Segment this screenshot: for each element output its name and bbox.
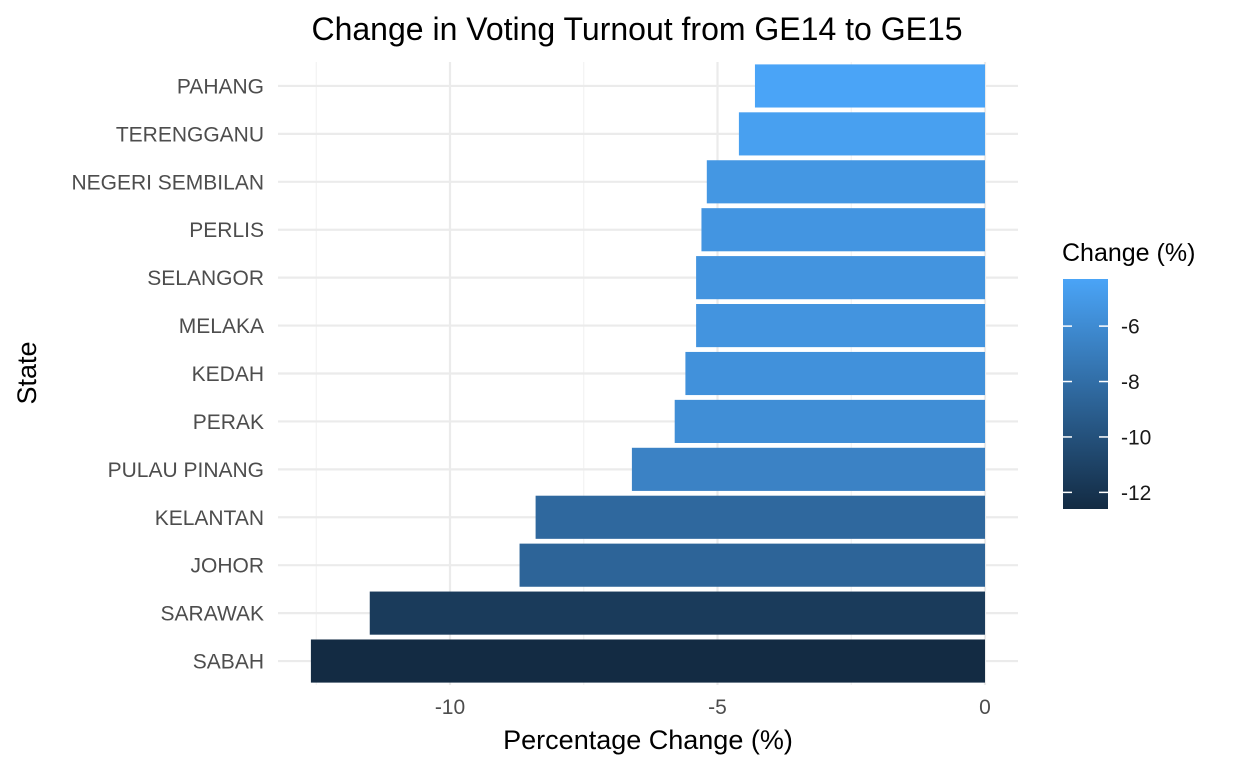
legend-tick-label: -6	[1121, 316, 1140, 339]
bar-perak	[674, 399, 985, 443]
y-axis-title: State	[12, 341, 42, 404]
x-tick-label: 0	[979, 696, 991, 719]
bar-kedah	[685, 351, 985, 396]
legend-tick-label: -10	[1121, 426, 1151, 449]
y-tick-label: KEDAH	[192, 363, 264, 386]
y-tick-label: SABAH	[193, 651, 264, 674]
y-axis-tick-labels: PAHANG TERENGGANU NEGERI SEMBILAN PERLIS SEL…	[71, 75, 264, 673]
legend-ticks: -6 -8 -10 -12	[1063, 316, 1151, 505]
y-tick-label: PERLIS	[189, 219, 264, 242]
y-tick-label: PERAK	[193, 411, 264, 434]
legend-colorbar	[1063, 279, 1108, 509]
legend-title: Change (%)	[1062, 239, 1195, 267]
bar-terengganu	[738, 112, 985, 156]
chart-title: Change in Voting Turnout from GE14 to GE…	[311, 11, 962, 47]
plot-area	[278, 62, 1018, 685]
bar-negeri-sembilan	[706, 160, 985, 204]
bar-sarawak	[369, 591, 985, 635]
x-tick-label: -5	[708, 696, 727, 719]
x-axis-title: Percentage Change (%)	[503, 725, 793, 755]
x-tick-label: -10	[435, 696, 465, 719]
y-tick-label: KELANTAN	[155, 507, 264, 530]
y-tick-label: TERENGGANU	[116, 123, 264, 146]
bar-melaka	[696, 304, 985, 348]
y-tick-label: PULAU PINANG	[108, 459, 264, 482]
bar-pulau-pinang	[631, 447, 985, 491]
bar-perlis	[701, 208, 985, 252]
bar-selangor	[696, 256, 985, 300]
y-tick-label: MELAKA	[179, 315, 264, 338]
legend-tick-label: -8	[1121, 371, 1140, 394]
bar-pahang	[754, 64, 985, 108]
legend-tick-label: -12	[1121, 482, 1151, 505]
y-tick-label: SARAWAK	[161, 603, 264, 626]
legend: Change (%) -6 -8 -10 -12	[1062, 239, 1195, 509]
y-tick-label: PAHANG	[177, 75, 264, 98]
bar-johor	[519, 543, 985, 587]
x-axis-tick-labels: -10 -5 0	[435, 696, 991, 719]
bar-sabah	[310, 639, 985, 683]
y-tick-label: NEGERI SEMBILAN	[71, 171, 264, 194]
bars	[310, 64, 985, 683]
y-tick-label: SELANGOR	[147, 267, 264, 290]
bar-kelantan	[535, 495, 985, 539]
y-tick-label: JOHOR	[191, 555, 265, 578]
